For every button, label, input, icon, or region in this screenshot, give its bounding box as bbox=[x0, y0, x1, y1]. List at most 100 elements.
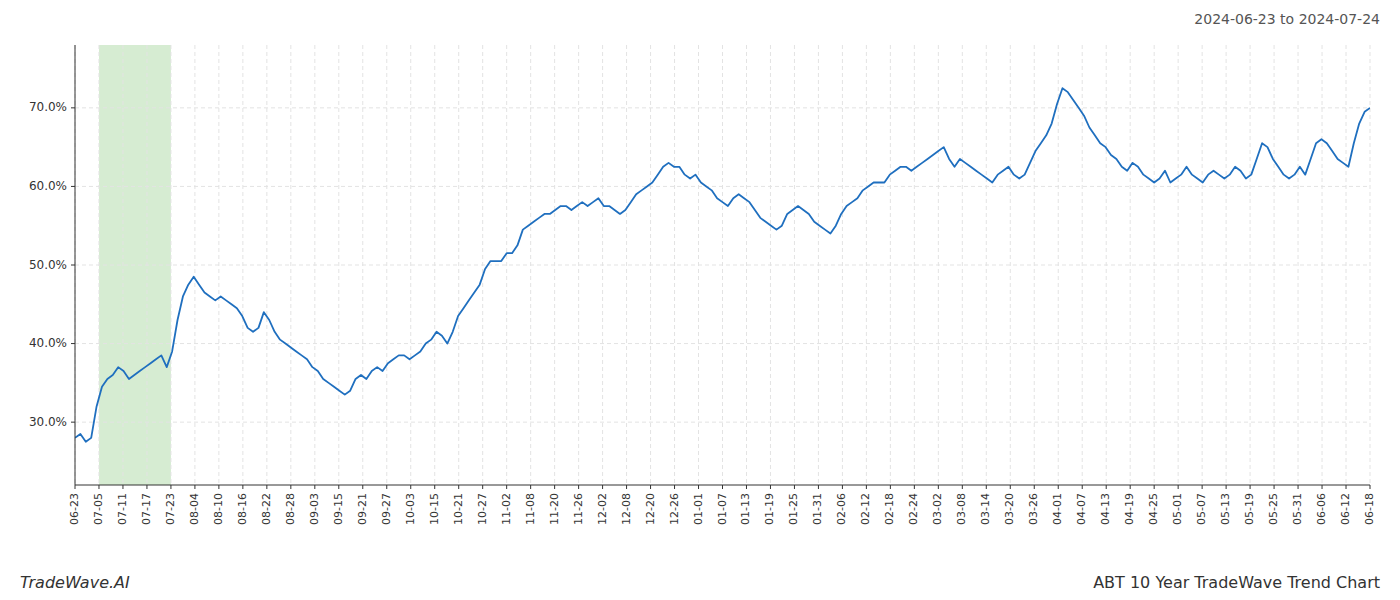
x-tick bbox=[914, 485, 915, 489]
x-tick-label: 08-28 bbox=[284, 493, 297, 525]
grid-line-x bbox=[482, 45, 483, 485]
x-tick-label: 11-20 bbox=[548, 493, 561, 525]
x-tick-label: 02-12 bbox=[859, 493, 872, 525]
grid-line-x bbox=[1130, 45, 1131, 485]
x-tick-label: 08-04 bbox=[188, 493, 201, 525]
x-tick-label: 01-19 bbox=[763, 493, 776, 525]
grid-line-x bbox=[1178, 45, 1179, 485]
x-tick bbox=[1154, 485, 1155, 489]
y-tick-label: 60.0% bbox=[29, 179, 67, 193]
x-tick bbox=[194, 485, 195, 489]
x-tick bbox=[890, 485, 891, 489]
grid-line-x bbox=[626, 45, 627, 485]
x-tick bbox=[362, 485, 363, 489]
x-tick bbox=[242, 485, 243, 489]
x-tick-label: 04-13 bbox=[1099, 493, 1112, 525]
grid-line-x bbox=[938, 45, 939, 485]
x-tick bbox=[962, 485, 963, 489]
x-tick bbox=[482, 485, 483, 489]
x-tick bbox=[866, 485, 867, 489]
x-tick bbox=[794, 485, 795, 489]
x-tick bbox=[938, 485, 939, 489]
grid-line-x bbox=[602, 45, 603, 485]
x-tick bbox=[1298, 485, 1299, 489]
grid-line-x bbox=[1298, 45, 1299, 485]
x-tick-label: 03-14 bbox=[979, 493, 992, 525]
x-tick bbox=[698, 485, 699, 489]
grid-line-x bbox=[506, 45, 507, 485]
grid-line-x bbox=[338, 45, 339, 485]
x-tick bbox=[626, 485, 627, 489]
y-tick bbox=[71, 186, 75, 187]
x-tick-label: 07-11 bbox=[116, 493, 129, 525]
grid-line-x bbox=[530, 45, 531, 485]
x-tick-label: 01-31 bbox=[811, 493, 824, 525]
x-tick bbox=[746, 485, 747, 489]
x-tick bbox=[554, 485, 555, 489]
series-group bbox=[75, 88, 1370, 442]
x-tick bbox=[602, 485, 603, 489]
x-tick-label: 03-02 bbox=[931, 493, 944, 525]
x-tick-label: 10-15 bbox=[428, 493, 441, 525]
grid-line-x bbox=[146, 45, 147, 485]
x-tick-label: 09-03 bbox=[308, 493, 321, 525]
y-tick bbox=[71, 343, 75, 344]
grid-line-x bbox=[362, 45, 363, 485]
grid-line-x bbox=[242, 45, 243, 485]
x-tick bbox=[506, 485, 507, 489]
x-tick bbox=[458, 485, 459, 489]
x-tick bbox=[578, 485, 579, 489]
x-tick-label: 07-17 bbox=[140, 493, 153, 525]
x-tick bbox=[75, 485, 76, 489]
x-tick-label: 06-12 bbox=[1339, 493, 1352, 525]
grid-line-x bbox=[1106, 45, 1107, 485]
grid-line-x bbox=[578, 45, 579, 485]
axes: 30.0%40.0%50.0%60.0%70.0%06-2307-0507-11… bbox=[29, 45, 1376, 525]
x-tick-label: 06-18 bbox=[1363, 493, 1376, 525]
title: ABT 10 Year TradeWave Trend Chart bbox=[1093, 573, 1380, 592]
x-tick bbox=[1250, 485, 1251, 489]
x-tick-label: 08-16 bbox=[236, 493, 249, 525]
grid-line-x bbox=[818, 45, 819, 485]
grid-line-x bbox=[554, 45, 555, 485]
x-tick bbox=[1346, 485, 1347, 489]
x-tick bbox=[290, 485, 291, 489]
line bbox=[75, 88, 1370, 442]
grid-line-x bbox=[770, 45, 771, 485]
x-tick-label: 06-06 bbox=[1315, 493, 1328, 525]
x-tick bbox=[722, 485, 723, 489]
x-tick bbox=[122, 485, 123, 489]
grid-line-x bbox=[1346, 45, 1347, 485]
y-tick-label: 40.0% bbox=[29, 336, 67, 350]
grid-line-x bbox=[1370, 45, 1371, 485]
annotation: TradeWave.AI bbox=[20, 573, 130, 592]
x-tick bbox=[818, 485, 819, 489]
x-tick bbox=[842, 485, 843, 489]
x-tick-label: 12-08 bbox=[620, 493, 633, 525]
grid-line-x bbox=[266, 45, 267, 485]
x-tick-label: 07-05 bbox=[92, 493, 105, 525]
grid-line-x bbox=[722, 45, 723, 485]
x-tick bbox=[338, 485, 339, 489]
x-tick-label: 10-27 bbox=[476, 493, 489, 525]
y-tick bbox=[71, 265, 75, 266]
x-tick-label: 03-08 bbox=[955, 493, 968, 525]
y-tick-label: 50.0% bbox=[29, 258, 67, 272]
y-tick-label: 30.0% bbox=[29, 415, 67, 429]
grid-line-x bbox=[386, 45, 387, 485]
grid-line-x bbox=[170, 45, 171, 485]
x-tick-label: 05-19 bbox=[1243, 493, 1256, 525]
grid-line-x bbox=[1226, 45, 1227, 485]
x-tick-label: 09-27 bbox=[380, 493, 393, 525]
grid-line-x bbox=[962, 45, 963, 485]
x-tick bbox=[770, 485, 771, 489]
x-tick-label: 01-07 bbox=[716, 493, 729, 525]
x-tick-label: 03-20 bbox=[1003, 493, 1016, 525]
x-tick-label: 05-31 bbox=[1291, 493, 1304, 525]
x-tick-label: 03-26 bbox=[1027, 493, 1040, 525]
x-tick bbox=[170, 485, 171, 489]
x-tick bbox=[1106, 485, 1107, 489]
x-tick-label: 05-07 bbox=[1195, 493, 1208, 525]
grid-line-x bbox=[1058, 45, 1059, 485]
x-tick-label: 05-01 bbox=[1171, 493, 1184, 525]
